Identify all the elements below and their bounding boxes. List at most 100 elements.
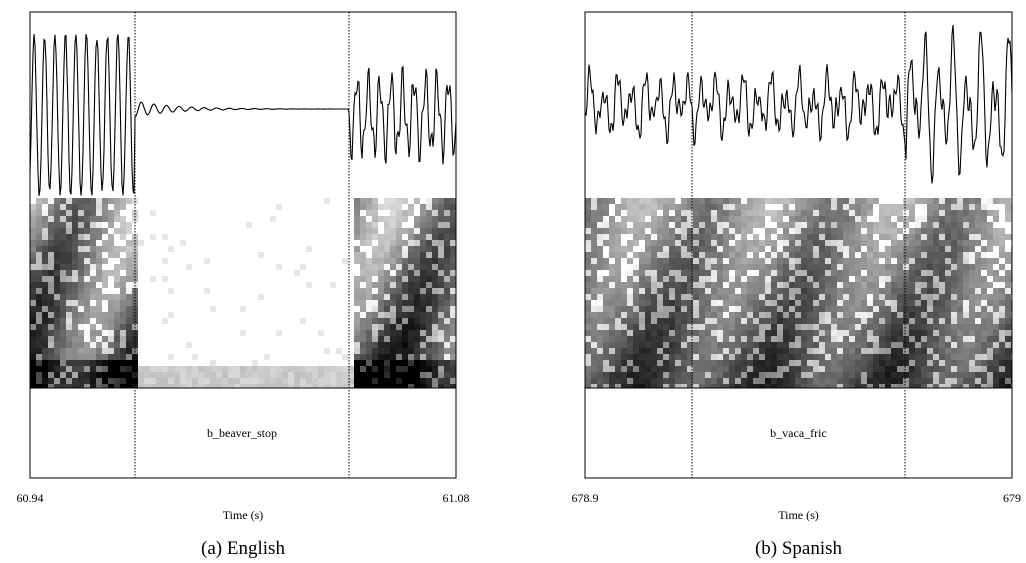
spectrogram-cell [825,228,831,234]
spectrogram-cell [837,270,843,276]
spectrogram-cell [891,318,897,324]
spectrogram-cell [318,366,324,372]
spectrogram-cell [210,252,216,258]
spectrogram-cell [597,270,603,276]
spectrogram-cell [408,312,414,318]
spectrogram-cell [156,378,162,384]
spectrogram-cell [795,330,801,336]
spectrogram-cell [372,198,378,204]
spectrogram-cell [717,300,723,306]
spectrogram-cell [717,240,723,246]
spectrogram-cell [258,270,264,276]
spectrogram-cell [705,276,711,282]
spectrogram-cell [837,378,843,384]
spectrogram-cell [633,360,639,366]
spectrogram-cell [162,240,168,246]
spectrogram-cell [831,216,837,222]
spectrogram-cell [108,354,114,360]
spectrogram-cell [657,336,663,342]
spectrogram-cell [663,270,669,276]
spectrogram-cell [585,228,591,234]
spectrogram-cell [615,270,621,276]
spectrogram-cell [705,264,711,270]
spectrogram-cell [138,354,144,360]
spectrogram-cell [66,270,72,276]
spectrogram-cell [78,372,84,378]
spectrogram-cell [60,252,66,258]
spectrogram-cell [615,366,621,372]
spectrogram-cell [108,210,114,216]
spectrogram-cell [867,258,873,264]
spectrogram-cell [324,330,330,336]
spectrogram-cell [312,258,318,264]
spectrogram-cell [162,336,168,342]
spectrogram-cell [42,228,48,234]
spectrogram-cell [306,330,312,336]
spectrogram-cell [633,366,639,372]
spectrogram-cell [807,204,813,210]
spectrogram-cell [378,318,384,324]
spectrogram-cell [603,198,609,204]
spectrogram-cell [627,234,633,240]
spectrogram-cell [270,294,276,300]
spectrogram-cell [258,318,264,324]
spectrogram-cell [168,288,174,294]
spectrogram-cell [963,294,969,300]
spectrogram-cell [873,210,879,216]
spectrogram-cell [450,336,456,342]
spectrogram-cell [294,294,300,300]
spectrogram-cell [324,336,330,342]
spectrogram-cell [765,228,771,234]
spectrogram-cell [126,288,132,294]
spectrogram-cell [48,324,54,330]
spectrogram-cell [783,270,789,276]
spectrogram-cell [372,288,378,294]
spectrogram-cell [843,270,849,276]
spectrogram-cell [438,360,444,366]
spectrogram-cell [987,276,993,282]
spectrogram-cell [633,300,639,306]
spectrogram-cell [102,276,108,282]
spectrogram-cell [264,234,270,240]
spectrogram-cell [396,204,402,210]
spectrogram-cell [813,366,819,372]
spectrogram-cell [639,294,645,300]
spectrogram-cell [987,342,993,348]
spectrogram-cell [927,378,933,384]
spectrogram-cell [717,258,723,264]
spectrogram-cell [90,312,96,318]
spectrogram-cell [777,300,783,306]
spectrogram-cell [969,384,975,388]
spectrogram-cell [939,342,945,348]
spectrogram-cell [747,354,753,360]
spectrogram-cell [354,270,360,276]
spectrogram-cell [180,312,186,318]
spectrogram-cell [615,258,621,264]
spectrogram-cell [645,282,651,288]
spectrogram-cell [915,264,921,270]
spectrogram-cell [759,234,765,240]
spectrogram-cell [711,264,717,270]
spectrogram-cell [753,336,759,342]
spectrogram-cell [615,384,621,388]
spectrogram-cell [609,252,615,258]
spectrogram-cell [234,378,240,384]
spectrogram-cell [777,366,783,372]
spectrogram-cell [885,270,891,276]
spectrogram-cell [717,342,723,348]
spectrogram-cell [921,324,927,330]
spectrogram-cell [993,384,999,388]
spectrogram-cell [861,246,867,252]
spectrogram-cell [264,204,270,210]
spectrogram-cell [915,252,921,258]
spectrogram-cell [384,336,390,342]
spectrogram-cell [276,204,282,210]
spectrogram-cell [270,306,276,312]
spectrogram-cell [294,300,300,306]
spectrogram-cell [114,372,120,378]
spectrogram-cell [879,378,885,384]
spectrogram-cell [360,276,366,282]
spectrogram-cell [879,342,885,348]
spectrogram-cell [210,234,216,240]
spectrogram-cell [204,378,210,384]
